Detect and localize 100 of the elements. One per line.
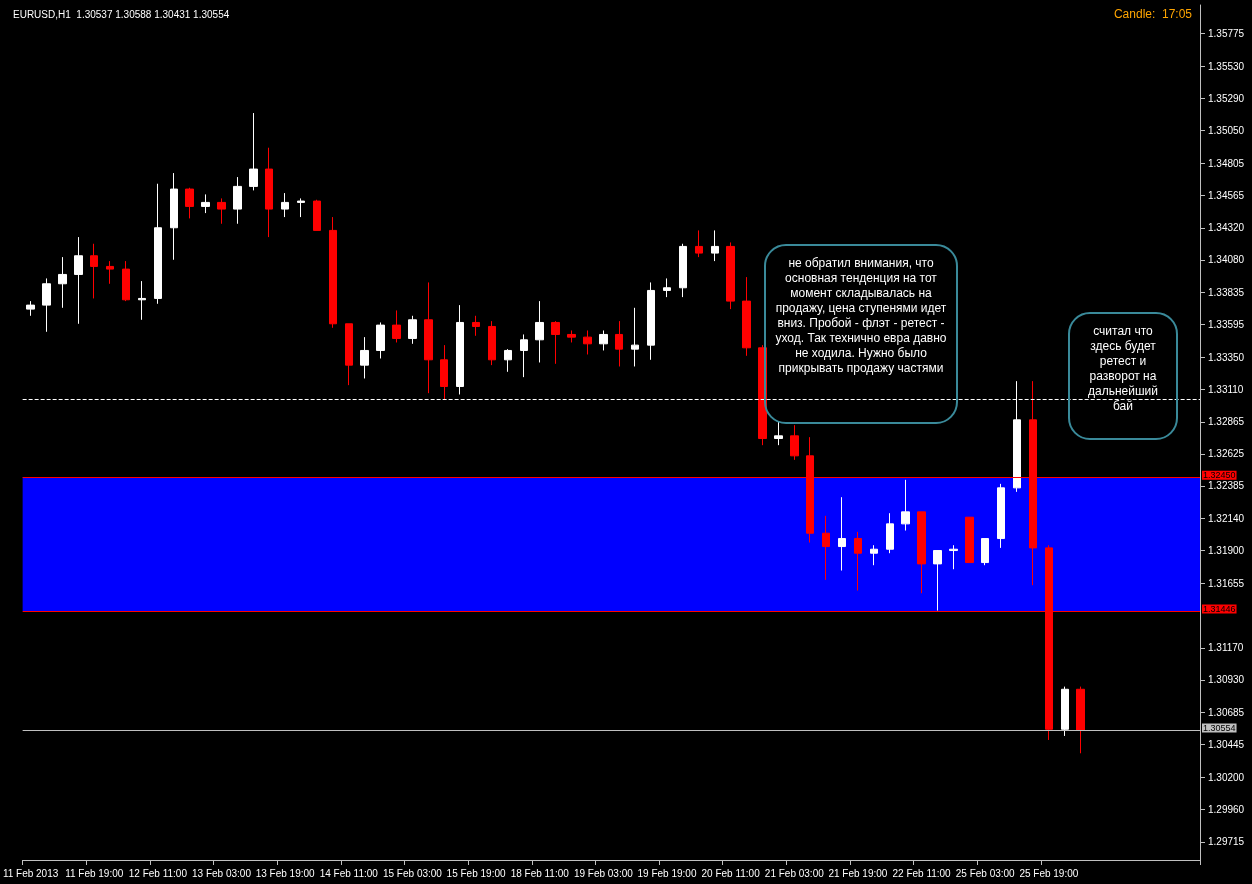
speech-bubble: считал что здесь будет ретест и разворот на дальнейший бай <box>1068 312 1178 440</box>
candlestick <box>679 243 687 298</box>
chart-title: EURUSD,H1 1.30537 1.30588 1.30431 1.30554 <box>13 8 230 20</box>
y-tick-label: 1.30200 <box>1208 771 1245 783</box>
candlestick <box>217 197 226 225</box>
candlestick <box>185 187 194 219</box>
candlestick <box>599 329 608 351</box>
x-tick-label: 13 Feb 03:00 <box>192 867 252 879</box>
y-tick-label: 1.34080 <box>1208 254 1245 266</box>
candlestick <box>726 241 735 310</box>
candlestick <box>981 538 989 566</box>
y-tick-label: 1.30685 <box>1208 707 1245 719</box>
candlestick <box>233 176 242 225</box>
ref-line-label: 1.30554 <box>1203 723 1236 734</box>
candlestick <box>886 512 894 554</box>
y-tick-label: 1.35290 <box>1208 92 1245 104</box>
candlestick <box>42 277 51 333</box>
x-tick-label: 11 Feb 19:00 <box>65 867 124 879</box>
candlestick <box>265 147 273 238</box>
candlestick <box>583 329 592 355</box>
x-tick-label: 12 Feb 11:00 <box>128 867 188 879</box>
candlestick <box>917 511 926 594</box>
candlestick <box>631 307 639 367</box>
candlestick <box>695 229 703 258</box>
candlestick <box>440 344 448 401</box>
candlestick <box>345 323 353 386</box>
y-tick-label: 1.30930 <box>1208 674 1245 686</box>
candlestick <box>615 320 623 367</box>
candlestick <box>472 315 480 337</box>
y-tick-label: 1.33595 <box>1208 318 1245 330</box>
candlestick <box>360 336 369 379</box>
candlestick <box>424 281 433 394</box>
candlestick <box>297 197 305 218</box>
candlestick <box>854 531 862 592</box>
candlestick <box>933 550 942 612</box>
candlestick <box>456 304 464 395</box>
y-tick-label: 1.31900 <box>1208 545 1245 557</box>
candlestick <box>774 420 783 446</box>
candlestick <box>742 276 751 357</box>
candlestick <box>313 199 321 231</box>
annotation: Candle: 17:05 <box>1113 7 1193 21</box>
y-tick-label: 1.32140 <box>1208 513 1245 525</box>
x-tick-label: 25 Feb 19:00 <box>1019 867 1079 879</box>
candlestick <box>106 260 114 285</box>
candlestick <box>520 333 528 378</box>
y-tick-label: 1.31655 <box>1208 577 1245 589</box>
candlestick <box>790 424 799 461</box>
candlestick <box>711 229 719 262</box>
candlestick <box>26 300 35 317</box>
x-tick-label: 15 Feb 03:00 <box>382 867 443 879</box>
y-tick-label: 1.31170 <box>1208 642 1244 654</box>
candlestick <box>551 320 560 365</box>
candlestick <box>663 277 671 298</box>
y-tick-label: 1.32625 <box>1208 448 1245 460</box>
candlestick <box>74 236 83 325</box>
x-tick-label: 25 Feb 03:00 <box>955 867 1016 879</box>
candlestick <box>329 216 337 329</box>
candlestick <box>376 321 385 359</box>
candlestick <box>154 183 162 305</box>
x-tick-label: 11 Feb 2013 <box>2 867 59 879</box>
y-tick-label: 1.30445 <box>1208 739 1245 751</box>
x-tick-label: 22 Feb 11:00 <box>892 867 952 879</box>
x-tick-label: 20 Feb 11:00 <box>701 867 761 879</box>
candlestick <box>90 243 98 299</box>
y-tick-label: 1.29715 <box>1208 836 1245 848</box>
x-tick-label: 19 Feb 19:00 <box>637 867 697 879</box>
candlestick <box>901 479 910 532</box>
y-tick-label: 1.35050 <box>1208 124 1245 136</box>
candlestick <box>504 348 512 373</box>
x-tick-label: 18 Feb 11:00 <box>510 867 570 879</box>
candlestick <box>870 544 878 566</box>
candlestick <box>965 516 974 564</box>
candlestick <box>838 496 846 572</box>
candlestick <box>567 329 576 343</box>
candlestick <box>408 315 417 345</box>
y-tick-label: 1.34805 <box>1208 157 1245 169</box>
y-tick-label: 1.35775 <box>1208 28 1245 40</box>
candlestick <box>122 260 130 302</box>
candlestick <box>58 256 67 309</box>
candlestick <box>1076 686 1085 754</box>
x-tick-label: 13 Feb 19:00 <box>255 867 316 879</box>
x-tick-label: 21 Feb 19:00 <box>828 867 888 879</box>
candlestick <box>281 192 289 218</box>
candlestick <box>138 280 146 321</box>
candlestick <box>1061 686 1069 737</box>
x-tick-label: 15 Feb 19:00 <box>446 867 506 879</box>
y-tick-label: 1.32385 <box>1208 480 1245 492</box>
candlestick <box>488 320 496 366</box>
candlestick <box>201 193 210 214</box>
y-tick-label: 1.33350 <box>1208 351 1245 363</box>
candlestick <box>249 112 258 191</box>
candlestick <box>535 300 544 363</box>
y-tick-label: 1.33110 <box>1208 383 1244 395</box>
x-tick-label: 14 Feb 11:00 <box>319 867 379 879</box>
x-tick-label: 21 Feb 03:00 <box>764 867 825 879</box>
candlestick <box>997 483 1005 549</box>
y-tick-label: 1.32865 <box>1208 416 1245 428</box>
candlestick <box>949 544 958 570</box>
y-tick-label: 1.33835 <box>1208 286 1245 298</box>
y-tick-label: 1.34320 <box>1208 222 1245 234</box>
